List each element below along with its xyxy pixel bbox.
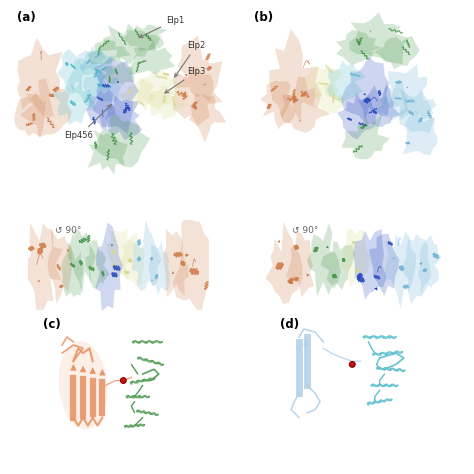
- Polygon shape: [173, 217, 213, 315]
- Polygon shape: [94, 113, 150, 168]
- Polygon shape: [189, 93, 227, 142]
- Text: (d): (d): [280, 318, 299, 331]
- Polygon shape: [148, 242, 170, 296]
- Polygon shape: [88, 130, 128, 174]
- Polygon shape: [402, 234, 431, 304]
- Polygon shape: [21, 223, 63, 314]
- Polygon shape: [349, 12, 409, 64]
- Text: (b): (b): [254, 11, 273, 24]
- Polygon shape: [399, 89, 437, 133]
- Polygon shape: [341, 113, 390, 159]
- Polygon shape: [327, 60, 365, 104]
- Polygon shape: [383, 232, 416, 309]
- Polygon shape: [353, 229, 386, 300]
- Polygon shape: [286, 232, 314, 298]
- Polygon shape: [418, 235, 442, 297]
- Polygon shape: [341, 228, 370, 287]
- Polygon shape: [310, 84, 345, 114]
- Circle shape: [349, 362, 355, 367]
- Circle shape: [120, 378, 126, 383]
- Polygon shape: [132, 220, 162, 291]
- Text: (c): (c): [43, 318, 61, 331]
- Polygon shape: [137, 70, 182, 110]
- Polygon shape: [102, 62, 135, 85]
- Polygon shape: [92, 57, 139, 134]
- Polygon shape: [307, 223, 341, 297]
- Text: Elp2: Elp2: [175, 41, 206, 77]
- Polygon shape: [95, 222, 123, 312]
- Text: Elp456: Elp456: [64, 105, 111, 140]
- Polygon shape: [163, 228, 189, 297]
- Polygon shape: [98, 23, 162, 65]
- Polygon shape: [49, 81, 96, 125]
- Polygon shape: [369, 234, 399, 296]
- Polygon shape: [80, 51, 116, 82]
- Polygon shape: [321, 241, 355, 290]
- Ellipse shape: [59, 341, 108, 429]
- Polygon shape: [17, 37, 63, 118]
- Polygon shape: [336, 30, 381, 65]
- Polygon shape: [83, 70, 121, 103]
- Polygon shape: [260, 81, 296, 129]
- Text: Elp3: Elp3: [165, 67, 206, 93]
- Polygon shape: [366, 36, 419, 69]
- Polygon shape: [106, 228, 134, 281]
- Polygon shape: [47, 229, 73, 304]
- Polygon shape: [68, 229, 96, 293]
- Polygon shape: [337, 92, 377, 139]
- Text: ↺ 90°: ↺ 90°: [55, 226, 82, 235]
- Polygon shape: [14, 92, 46, 137]
- Polygon shape: [118, 77, 156, 111]
- Polygon shape: [300, 66, 341, 98]
- Text: Elp1: Elp1: [139, 16, 184, 37]
- Polygon shape: [375, 82, 408, 120]
- Polygon shape: [106, 96, 142, 140]
- Polygon shape: [65, 58, 111, 108]
- Polygon shape: [388, 64, 434, 120]
- Polygon shape: [87, 90, 115, 130]
- Text: ↺ 90°: ↺ 90°: [292, 226, 319, 235]
- Text: (a): (a): [17, 11, 36, 24]
- Polygon shape: [61, 242, 83, 297]
- Polygon shape: [77, 46, 106, 71]
- Polygon shape: [176, 36, 222, 101]
- Polygon shape: [149, 85, 188, 120]
- Polygon shape: [20, 78, 72, 137]
- Polygon shape: [265, 221, 302, 304]
- Polygon shape: [130, 39, 175, 75]
- Polygon shape: [120, 233, 145, 287]
- Polygon shape: [121, 25, 167, 51]
- Polygon shape: [173, 68, 222, 126]
- Polygon shape: [341, 57, 389, 123]
- Polygon shape: [280, 77, 330, 133]
- Polygon shape: [358, 84, 400, 127]
- Polygon shape: [88, 40, 131, 64]
- Polygon shape: [403, 110, 438, 155]
- Polygon shape: [57, 49, 84, 92]
- Polygon shape: [269, 29, 322, 124]
- Polygon shape: [85, 240, 110, 289]
